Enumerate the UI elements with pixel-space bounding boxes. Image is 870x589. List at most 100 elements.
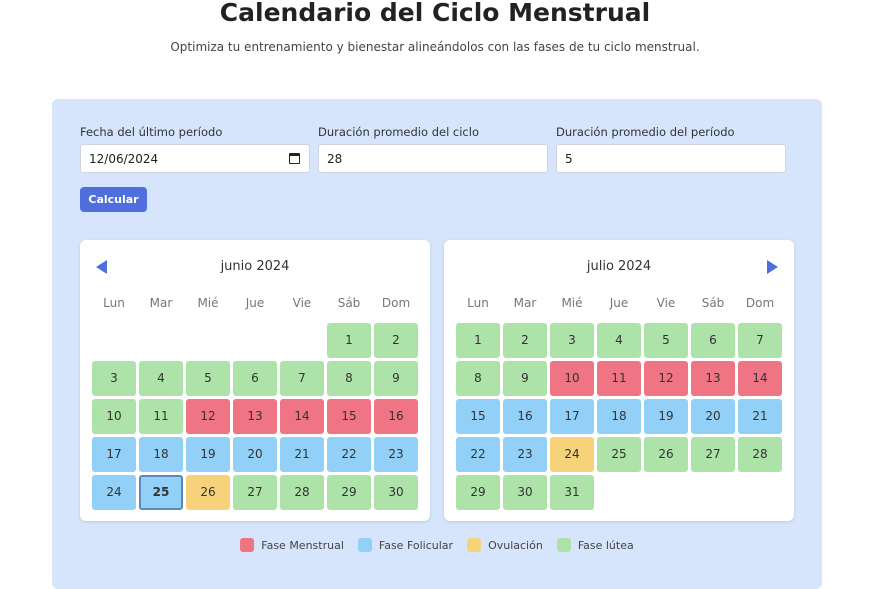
- day-cell[interactable]: 1: [456, 323, 500, 358]
- weekday-header: Lun: [103, 296, 125, 310]
- legend-swatch: [556, 538, 571, 552]
- day-cell[interactable]: 22: [456, 437, 500, 472]
- day-cell[interactable]: 16: [374, 399, 418, 434]
- day-cell[interactable]: 27: [691, 437, 735, 472]
- day-cell[interactable]: 5: [186, 361, 230, 396]
- day-cell[interactable]: 11: [597, 361, 641, 396]
- day-cell[interactable]: 29: [327, 475, 371, 510]
- day-cell[interactable]: 8: [456, 361, 500, 396]
- day-cell[interactable]: 12: [644, 361, 688, 396]
- day-cell[interactable]: 24: [92, 475, 136, 510]
- weekday-header: Vie: [656, 296, 676, 310]
- legend-swatch: [357, 538, 372, 552]
- day-cell[interactable]: 18: [597, 399, 641, 434]
- weekday-header: Mar: [149, 296, 173, 310]
- cycle-length-field: Duración promedio del ciclo 28: [318, 125, 548, 173]
- day-cell[interactable]: 7: [280, 361, 324, 396]
- last-period-input[interactable]: 12/06/2024: [80, 144, 310, 173]
- weekday-header: Sáb: [701, 296, 725, 310]
- day-cell[interactable]: 25: [597, 437, 641, 472]
- legend-label: Ovulación: [488, 538, 543, 552]
- calculate-button[interactable]: Calcular: [80, 187, 147, 212]
- day-cell[interactable]: 29: [456, 475, 500, 510]
- last-period-label: Fecha del último período: [80, 125, 223, 139]
- day-cell[interactable]: 14: [280, 399, 324, 434]
- day-cell[interactable]: 26: [644, 437, 688, 472]
- day-cell[interactable]: 15: [456, 399, 500, 434]
- weekday-header: Dom: [745, 296, 775, 310]
- day-cell[interactable]: 2: [374, 323, 418, 358]
- day-cell[interactable]: 20: [233, 437, 277, 472]
- day-cell[interactable]: 26: [186, 475, 230, 510]
- prev-month-icon[interactable]: [96, 260, 107, 274]
- day-cell[interactable]: 30: [374, 475, 418, 510]
- day-cell[interactable]: 28: [280, 475, 324, 510]
- day-cell[interactable]: 4: [597, 323, 641, 358]
- day-cell[interactable]: 6: [233, 361, 277, 396]
- period-length-input[interactable]: 5: [556, 144, 786, 173]
- cycle-length-label: Duración promedio del ciclo: [318, 125, 479, 139]
- calendar-icon[interactable]: [289, 153, 300, 164]
- legend-item-menstrual: Fase Menstrual: [240, 538, 344, 552]
- day-cell[interactable]: 3: [550, 323, 594, 358]
- weekday-header: Vie: [292, 296, 312, 310]
- weekday-header: Jue: [609, 296, 629, 310]
- day-cell[interactable]: 20: [691, 399, 735, 434]
- legend-item-luteal: Fase lútea: [556, 538, 634, 552]
- day-cell[interactable]: 21: [738, 399, 782, 434]
- day-cell[interactable]: 25: [139, 475, 183, 510]
- day-cell[interactable]: 15: [327, 399, 371, 434]
- legend-swatch: [467, 538, 482, 552]
- day-cell[interactable]: 13: [233, 399, 277, 434]
- weekday-header: Lun: [467, 296, 489, 310]
- day-cell[interactable]: 14: [738, 361, 782, 396]
- day-cell[interactable]: 19: [186, 437, 230, 472]
- day-cell[interactable]: 27: [233, 475, 277, 510]
- weekday-header: Mié: [197, 296, 219, 310]
- month-title: julio 2024: [586, 259, 652, 274]
- day-cell[interactable]: 18: [139, 437, 183, 472]
- day-cell[interactable]: 13: [691, 361, 735, 396]
- page-subtitle: Optimiza tu entrenamiento y bienestar al…: [170, 40, 700, 54]
- weekday-header: Dom: [381, 296, 411, 310]
- last-period-value: 12/06/2024: [89, 152, 159, 166]
- last-period-field: Fecha del último período 12/06/2024: [80, 125, 310, 173]
- day-cell[interactable]: 28: [738, 437, 782, 472]
- day-cell[interactable]: 24: [550, 437, 594, 472]
- day-cell[interactable]: 2: [503, 323, 547, 358]
- day-cell[interactable]: 23: [374, 437, 418, 472]
- day-cell[interactable]: 23: [503, 437, 547, 472]
- day-cell[interactable]: 7: [738, 323, 782, 358]
- day-cell[interactable]: 4: [139, 361, 183, 396]
- day-cell[interactable]: 10: [92, 399, 136, 434]
- day-cell[interactable]: 9: [503, 361, 547, 396]
- calendar-july: julio 2024 Lun Mar Mié Jue Vie Sáb Dom 1 2 3 4 5 6 7 8…: [444, 240, 794, 521]
- day-cell[interactable]: 30: [503, 475, 547, 510]
- next-month-icon[interactable]: [767, 260, 778, 274]
- day-cell[interactable]: 16: [503, 399, 547, 434]
- cycle-length-input[interactable]: 28: [318, 144, 548, 173]
- day-cell[interactable]: 3: [92, 361, 136, 396]
- day-cell[interactable]: 17: [92, 437, 136, 472]
- weekday-header: Jue: [245, 296, 265, 310]
- day-cell[interactable]: 1: [327, 323, 371, 358]
- period-length-field: Duración promedio del período 5: [556, 125, 786, 173]
- day-cell[interactable]: 12: [186, 399, 230, 434]
- day-cell[interactable]: 5: [644, 323, 688, 358]
- legend-item-ovulation: Ovulación: [467, 538, 543, 552]
- day-cell[interactable]: 19: [644, 399, 688, 434]
- period-length-label: Duración promedio del período: [556, 125, 735, 139]
- weekday-header: Mié: [561, 296, 583, 310]
- day-cell[interactable]: 21: [280, 437, 324, 472]
- day-cell[interactable]: 10: [550, 361, 594, 396]
- day-cell[interactable]: 6: [691, 323, 735, 358]
- day-cell[interactable]: 9: [374, 361, 418, 396]
- day-cell[interactable]: 8: [327, 361, 371, 396]
- day-cell[interactable]: 17: [550, 399, 594, 434]
- calendar-june: junio 2024 Lun Mar Mié Jue Vie Sáb Dom 1 2 3 4 5 6 7 8…: [80, 240, 430, 521]
- legend: Fase Menstrual Fase Folicular Ovulación …: [52, 538, 822, 552]
- day-cell[interactable]: 31: [550, 475, 594, 510]
- legend-label: Fase lútea: [577, 538, 634, 552]
- day-cell[interactable]: 11: [139, 399, 183, 434]
- day-cell[interactable]: 22: [327, 437, 371, 472]
